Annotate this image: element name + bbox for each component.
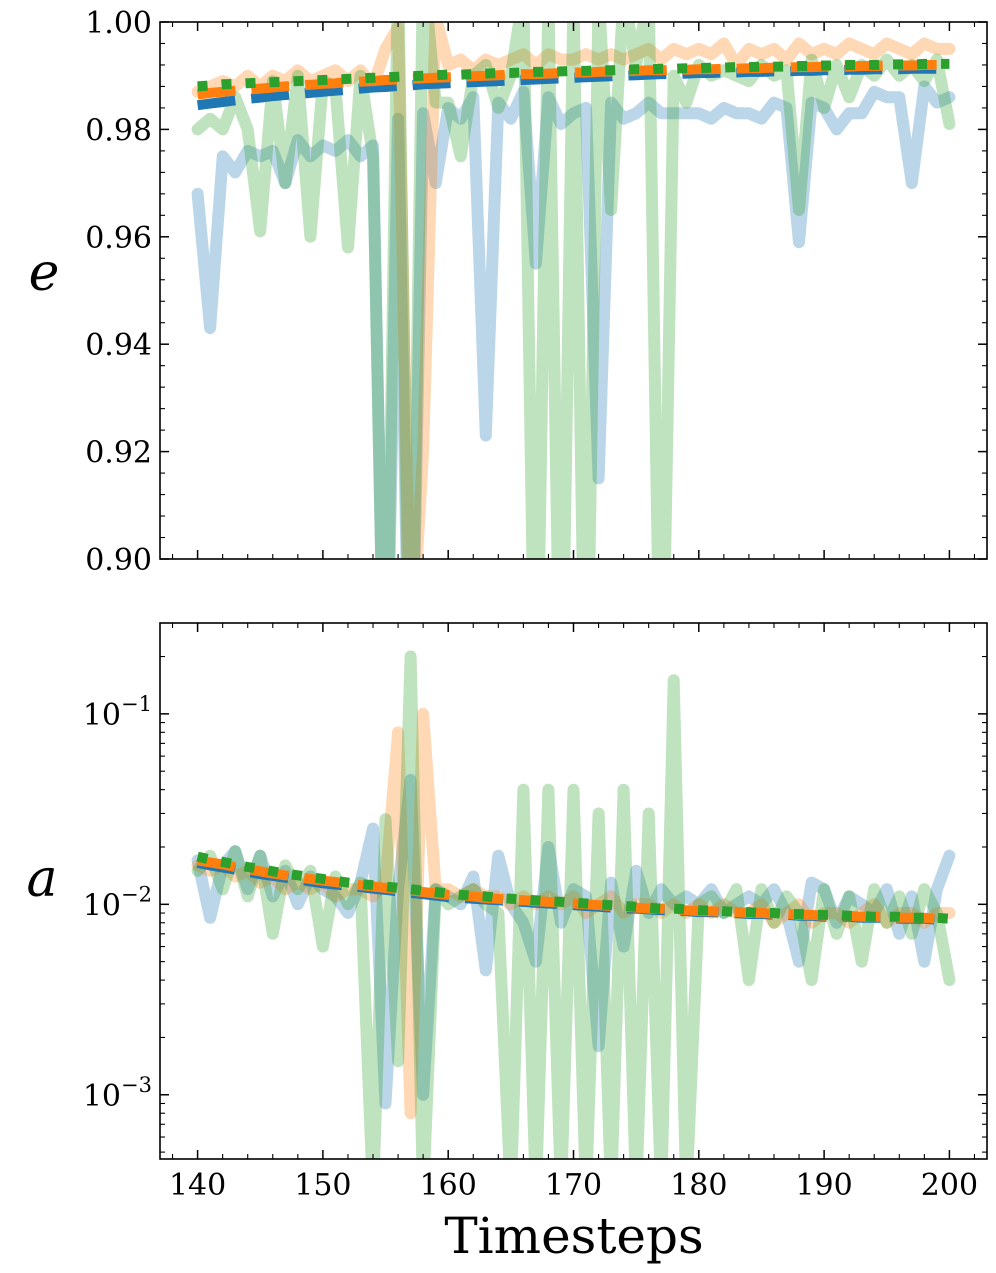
x-tick-labels-bottom: 140 150 160 170 180 190 200 <box>169 1168 978 1203</box>
ticks-top <box>160 21 987 560</box>
x-tick-label: 180 <box>670 1168 727 1203</box>
y-tick-label-top: 0.94 <box>85 328 152 363</box>
ticks-bottom <box>160 623 987 1159</box>
series-line-run-3-fit-bottom <box>196 851 950 924</box>
series-line-run-3-raw-top <box>191 22 956 559</box>
x-tick-label: 160 <box>420 1168 477 1203</box>
x-tick-label: 200 <box>921 1168 978 1203</box>
y-tick-label-top: 0.96 <box>85 221 152 256</box>
y-tick-label-top: 0.90 <box>85 543 152 578</box>
y-tick-label-top: 1.00 <box>85 6 152 41</box>
y-axis-label-top: e <box>29 243 60 303</box>
y-tick-label-bottom: 10−1 <box>83 692 152 733</box>
series-line-run-1-raw-bottom <box>191 773 956 1110</box>
y-tick-label-top: 0.98 <box>85 113 152 148</box>
y-tick-labels-top: 0.90 0.92 0.94 0.96 0.98 1.00 <box>85 6 152 578</box>
x-axis-label: Timesteps <box>444 1207 703 1265</box>
series-layer-top <box>191 22 956 559</box>
x-tick-label: 170 <box>545 1168 602 1203</box>
plot-frame-bottom <box>159 622 988 1160</box>
y-tick-label-bottom: 10−3 <box>83 1073 152 1114</box>
y-tick-labels-bottom: 10−3 10−2 10−1 <box>83 692 152 1114</box>
y-axis-label-bottom: a <box>26 849 57 909</box>
plot-frame-top <box>159 21 988 560</box>
y-tick-label-bottom: 10−2 <box>83 882 152 923</box>
series-line-run-3-raw-bottom <box>191 650 956 1159</box>
y-tick-label-top: 0.92 <box>85 436 152 471</box>
x-tick-label: 140 <box>169 1168 226 1203</box>
x-tick-label: 150 <box>294 1168 351 1203</box>
series-line-run-3-fit-top <box>197 58 950 92</box>
panel-semimajor-axis: 10−3 10−2 10−1 140 150 160 170 180 190 200 a Tim… <box>26 622 988 1265</box>
x-tick-label: 190 <box>795 1168 852 1203</box>
series-line-run-1-raw-top <box>191 80 956 559</box>
panel-eccentricity: 0.90 0.92 0.94 0.96 0.98 1.00 e <box>29 6 988 578</box>
series-layer-bottom <box>191 650 956 1159</box>
